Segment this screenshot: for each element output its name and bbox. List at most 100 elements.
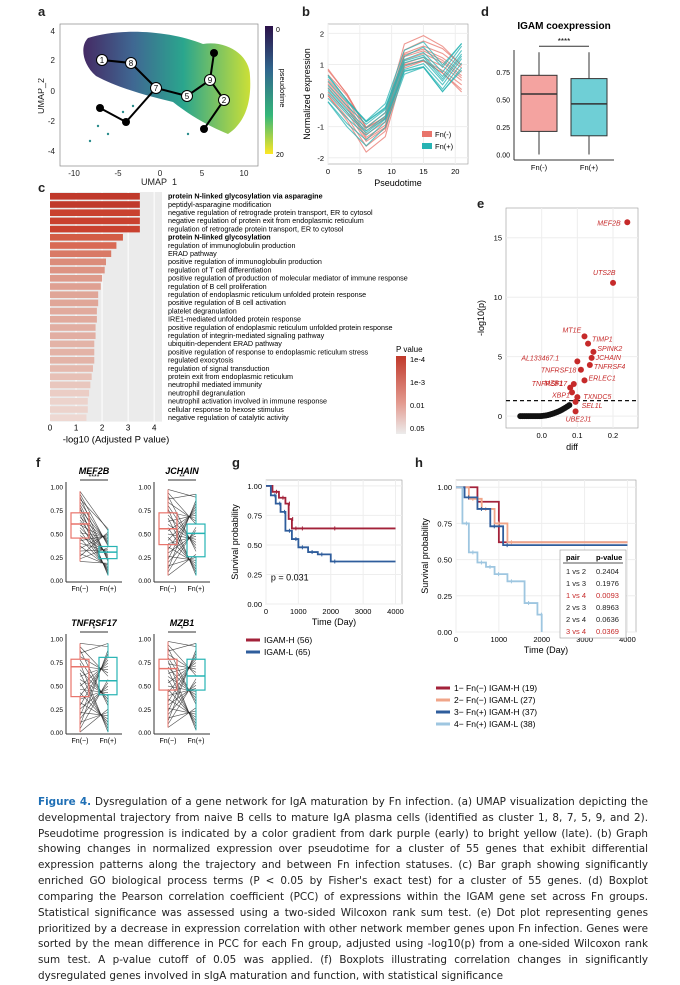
y-tick-label: 0.25 bbox=[138, 707, 151, 714]
legend-label: 3− Fn(+) IGAM-H (37) bbox=[454, 707, 537, 717]
term-label: platelet degranulation bbox=[168, 306, 237, 315]
term-label: regulated exocytosis bbox=[168, 356, 234, 365]
gene-label: AL133467.1 bbox=[520, 355, 559, 362]
term-label: ERAD pathway bbox=[168, 249, 217, 258]
term-label: negative regulation of catalytic activit… bbox=[168, 413, 289, 422]
paired-line bbox=[167, 489, 197, 498]
umap-xlabel: UMAP_1 bbox=[141, 177, 177, 186]
paired-line bbox=[167, 536, 197, 544]
y-tick-label: 15 bbox=[494, 234, 502, 243]
x-tick-label: 15 bbox=[419, 167, 427, 176]
series-line-fn-pos bbox=[327, 53, 463, 129]
table-cell: 0.1976 bbox=[596, 579, 619, 588]
y-tick-label: 1.00 bbox=[138, 637, 151, 644]
y-tick-label: 0.25 bbox=[496, 125, 510, 132]
bar bbox=[50, 217, 140, 225]
paired-line bbox=[79, 553, 109, 566]
umap-cell-cloud bbox=[83, 31, 251, 134]
umap-ytick: -2 bbox=[48, 117, 56, 126]
x-tick-label: 0.2 bbox=[608, 431, 618, 440]
bar bbox=[50, 316, 97, 323]
umap-frame bbox=[59, 23, 259, 167]
x-tick-label: 3000 bbox=[355, 607, 372, 616]
paired-line bbox=[79, 659, 109, 697]
paired-line bbox=[79, 643, 109, 647]
gene-point bbox=[569, 389, 575, 396]
bar bbox=[50, 258, 106, 266]
paired-line bbox=[79, 498, 109, 529]
table-cell: 3 vs 4 bbox=[566, 627, 586, 636]
y-tick-label: 0.50 bbox=[437, 556, 452, 565]
gene-label: MEF2B bbox=[597, 220, 621, 227]
paired-line bbox=[167, 500, 197, 570]
y-tick-label: 1.00 bbox=[247, 482, 262, 491]
y-tick-label: 0.50 bbox=[50, 683, 63, 690]
legend-tick: 1e-4 bbox=[410, 355, 425, 364]
y-axis-label: -log10(p) bbox=[476, 300, 486, 336]
figure-label: Figure 4. bbox=[38, 796, 92, 808]
bar bbox=[50, 193, 140, 200]
x-tick-label: 3000 bbox=[576, 635, 593, 644]
table-header: p-value bbox=[596, 553, 622, 562]
table-cell: 1 vs 2 bbox=[566, 567, 586, 576]
figure-caption: Figure 4. Dysregulation of a gene networ… bbox=[38, 795, 648, 985]
paired-line bbox=[167, 653, 197, 673]
x-tick-label: 2000 bbox=[533, 635, 550, 644]
umap-trajectory-ends bbox=[96, 49, 218, 133]
caption-text: Dysregulation of a gene network for IgA … bbox=[38, 796, 648, 982]
x-tick-label: 0.1 bbox=[572, 431, 582, 440]
survival-curve bbox=[456, 486, 628, 547]
colorbar-tick: 0 bbox=[276, 27, 280, 34]
bar bbox=[50, 242, 117, 249]
p-value-annotation: p = 0.031 bbox=[271, 572, 309, 582]
y-tick-label: 1.00 bbox=[50, 485, 63, 492]
umap-stray-cells bbox=[88, 104, 190, 143]
paired-line bbox=[167, 511, 197, 532]
bar bbox=[50, 291, 99, 298]
bar bbox=[50, 332, 96, 339]
gene-title: JCHAIN bbox=[165, 466, 199, 476]
bar bbox=[50, 365, 93, 372]
bar bbox=[50, 266, 105, 274]
x-tick-label: Fn(−) bbox=[160, 738, 177, 745]
series-line-fn-pos bbox=[327, 45, 463, 123]
paired-line bbox=[79, 547, 109, 560]
legend-swatch bbox=[422, 143, 432, 149]
x-tick-label: 3 bbox=[126, 424, 131, 433]
y-axis-label: Survival probability bbox=[230, 504, 240, 580]
legend-title: P value bbox=[396, 345, 423, 354]
y-axis-label: Survival probability bbox=[420, 518, 430, 594]
table-cell: 0.0636 bbox=[596, 615, 619, 624]
box bbox=[98, 656, 118, 696]
gene-point bbox=[574, 394, 581, 401]
term-label: peptidyl-asparagine modification bbox=[168, 200, 271, 209]
umap-xtick: 0 bbox=[158, 169, 163, 178]
box bbox=[520, 74, 558, 132]
panel-label-f: f bbox=[36, 455, 41, 470]
series-line-fn-pos bbox=[327, 58, 463, 134]
y-tick-label: 0.75 bbox=[50, 660, 63, 667]
table-cell: 1 vs 3 bbox=[566, 579, 586, 588]
survival-curve bbox=[456, 486, 543, 632]
plot-frame bbox=[265, 479, 403, 605]
y-tick-label: 0.00 bbox=[437, 628, 452, 637]
paired-line bbox=[79, 509, 109, 543]
paired-line bbox=[167, 659, 197, 693]
paired-line bbox=[167, 649, 197, 722]
significance-label: **** bbox=[558, 37, 570, 46]
paired-line bbox=[167, 643, 197, 652]
x-tick-label: 4 bbox=[152, 424, 157, 433]
y-tick-label: 0.75 bbox=[50, 508, 63, 515]
paired-line bbox=[79, 643, 109, 654]
nonsignificant-point bbox=[566, 402, 573, 409]
panel-label-g: g bbox=[232, 455, 240, 470]
paired-line bbox=[167, 708, 197, 715]
bar bbox=[50, 250, 112, 257]
gene-point bbox=[577, 366, 584, 373]
y-tick-label: 10 bbox=[494, 293, 502, 302]
y-axis-label: Normalized expression bbox=[302, 48, 312, 140]
term-label: neutrophil degranulation bbox=[168, 388, 245, 397]
legend-swatch bbox=[422, 131, 432, 137]
gene-title: TNFRSF17 bbox=[71, 618, 118, 628]
gene-label: TNFRSF18 bbox=[541, 368, 577, 375]
